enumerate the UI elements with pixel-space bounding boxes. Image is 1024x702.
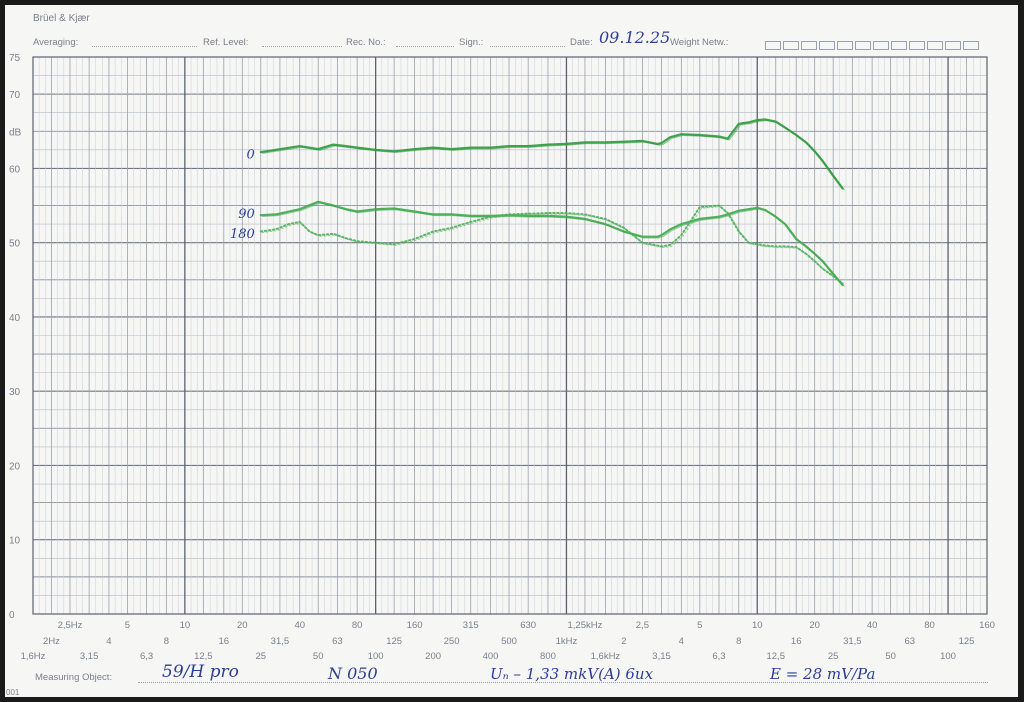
x-tick-label: 10: [752, 620, 763, 631]
x-tick-label: 31,5: [271, 636, 290, 647]
x-tick-label: 2Hz: [43, 636, 60, 647]
x-tick-label: 2,5Hz: [58, 620, 83, 631]
rec-no-label: Rec. No.:: [346, 37, 386, 48]
x-tick-label: 4: [106, 636, 111, 647]
x-tick-label: 63: [904, 636, 915, 647]
date-label: Date:: [570, 37, 593, 48]
y-tick-label: 70: [9, 90, 21, 101]
y-tick-label: 0: [9, 610, 15, 621]
rec-no-line: [396, 46, 454, 47]
x-tick-label: 630: [520, 620, 536, 631]
x-tick-label: 50: [313, 651, 324, 662]
series-line-180: [259, 204, 844, 285]
x-tick-label: 25: [828, 651, 839, 662]
x-tick-label: 160: [979, 620, 995, 631]
x-tick-label: 80: [352, 620, 363, 631]
x-tick-label: 16: [219, 636, 230, 647]
averaging-label: Averaging:: [33, 37, 79, 48]
x-tick-label: 12,5: [766, 651, 785, 662]
grid: [32, 56, 988, 615]
y-axis-label: dB: [9, 127, 22, 138]
x-tick-label: 160: [407, 620, 423, 631]
x-tick-label: 1,6kHz: [591, 651, 621, 662]
object-sensitivity: E = 28 mV/Pa: [770, 665, 876, 683]
x-tick-label: 8: [736, 636, 741, 647]
series-trace-180: [261, 206, 845, 286]
x-tick-label: 10: [180, 620, 191, 631]
x-tick-label: 400: [483, 651, 499, 662]
y-tick-label: 30: [9, 387, 21, 398]
y-tick-label: 20: [9, 461, 21, 472]
x-tick-label: 3,15: [80, 651, 99, 662]
object-voltage: Uₙ – 1,33 mkV(A) 6ux: [490, 665, 654, 683]
y-tick-label: 40: [9, 313, 21, 324]
y-tick-label: 60: [9, 164, 21, 175]
x-tick-label: 31,5: [843, 636, 862, 647]
measuring-object-line: [138, 682, 988, 683]
x-tick-label: 16: [791, 636, 802, 647]
series-trace-90: [261, 202, 845, 287]
x-tick-label: 500: [501, 636, 517, 647]
x-tick-label: 4: [679, 636, 684, 647]
x-tick-label: 1kHz: [556, 636, 578, 647]
x-tick-label: 100: [940, 651, 956, 662]
x-tick-label: 12,5: [194, 651, 213, 662]
x-tick-label: 40: [867, 620, 878, 631]
x-tick-label: 25: [255, 651, 266, 662]
x-tick-label: 2,5: [636, 620, 649, 631]
x-tick-label: 1,6Hz: [21, 651, 46, 662]
x-tick-label: 6,3: [712, 651, 725, 662]
curve-label: 90: [238, 207, 255, 222]
x-tick-label: 800: [540, 651, 556, 662]
plot-frame: [32, 56, 988, 615]
object-name: 59/H pro: [162, 662, 239, 682]
weight-netw-boxes: [765, 37, 981, 55]
curve-label: 0: [246, 148, 254, 163]
corner-code: 001: [6, 688, 20, 697]
y-tick-label: 50: [9, 239, 21, 250]
sign-label: Sign.:: [459, 37, 484, 48]
series-trace-0: [261, 120, 845, 191]
x-tick-label: 125: [386, 636, 402, 647]
weight-netw-label: Weight Netw.:: [670, 37, 729, 48]
x-tick-label: 5: [697, 620, 702, 631]
date-value: 09.12.25: [599, 28, 671, 47]
sign-line: [490, 46, 565, 47]
x-tick-label: 250: [444, 636, 460, 647]
x-tick-label: 20: [237, 620, 248, 631]
x-tick-label: 40: [294, 620, 305, 631]
ref-level-line: [262, 46, 342, 47]
x-tick-label: 6,3: [140, 651, 153, 662]
x-tick-label: 50: [885, 651, 896, 662]
x-tick-label: 1,25kHz: [568, 620, 603, 631]
y-tick-label: 10: [9, 536, 21, 547]
x-tick-label: 80: [924, 620, 935, 631]
brand-label: Brüel & Kjær: [33, 13, 90, 24]
averaging-line: [92, 46, 197, 47]
x-tick-label: 315: [463, 620, 479, 631]
x-tick-label: 5: [125, 620, 130, 631]
curve-label: 180: [230, 227, 255, 242]
ref-level-label: Ref. Level:: [203, 37, 249, 48]
object-serial: N 050: [328, 664, 378, 683]
x-tick-label: 20: [809, 620, 820, 631]
x-tick-label: 100: [368, 651, 384, 662]
x-tick-label: 200: [425, 651, 441, 662]
x-tick-label: 2: [621, 636, 626, 647]
x-tick-label: 3,15: [652, 651, 671, 662]
measuring-object-label: Measuring Object:: [35, 672, 113, 683]
x-tick-label: 63: [332, 636, 343, 647]
series-line-0: [259, 118, 844, 190]
x-tick-label: 125: [959, 636, 975, 647]
y-tick-label: 75: [9, 53, 21, 64]
chart-sheet: [5, 5, 1018, 697]
x-tick-label: 8: [164, 636, 169, 647]
